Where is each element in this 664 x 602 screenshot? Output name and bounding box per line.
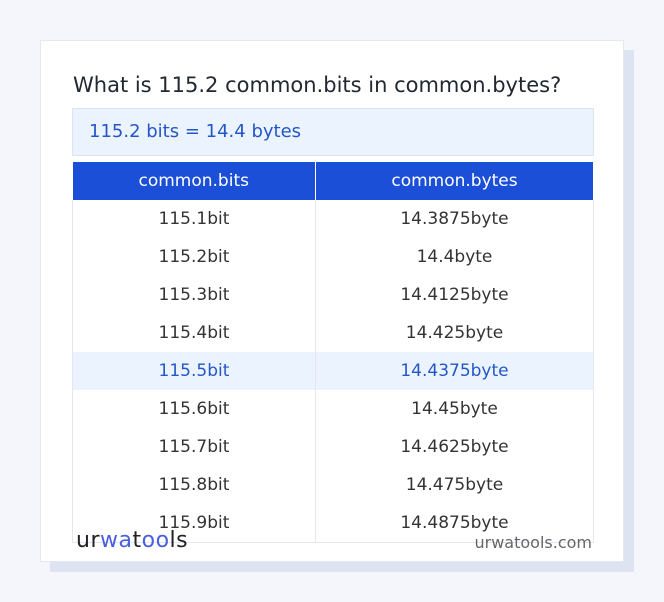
bytes-cell: 14.4375byte (314, 352, 595, 390)
table-row: 115.7bit 14.4625byte (72, 428, 595, 466)
conversion-table: common.bits common.bytes 115.1bit 14.3875b… (72, 162, 595, 543)
bits-cell: 115.4bit (72, 314, 316, 352)
bytes-cell: 14.45byte (314, 390, 595, 428)
bits-cell: 115.7bit (72, 428, 316, 466)
table-row: 115.6bit 14.45byte (72, 390, 595, 428)
converter-card: What is 115.2 common.bits in common.byte… (40, 40, 624, 562)
table-row: 115.1bit 14.3875byte (72, 200, 595, 238)
bits-cell: 115.9bit (72, 504, 316, 543)
header-bits: common.bits (72, 162, 316, 200)
bytes-cell: 14.4625byte (314, 428, 595, 466)
table-row: 115.9bit 14.4875byte (72, 504, 595, 543)
table-row: 115.8bit 14.475byte (72, 466, 595, 504)
bytes-cell: 14.475byte (314, 466, 595, 504)
site-link[interactable]: urwatools.com (474, 533, 593, 552)
bits-cell: 115.5bit (72, 352, 316, 390)
bits-cell: 115.8bit (72, 466, 316, 504)
bytes-cell: 14.4125byte (314, 276, 595, 314)
bits-cell: 115.2bit (72, 238, 316, 276)
bytes-cell: 14.4875byte (314, 504, 595, 543)
bits-cell: 115.1bit (72, 200, 316, 238)
table-row: 115.2bit 14.4byte (72, 238, 595, 276)
result-box: 115.2 bits = 14.4 bytes (72, 108, 594, 156)
table-row: 115.5bit 14.4375byte (72, 352, 595, 390)
bytes-cell: 14.3875byte (314, 200, 595, 238)
page-title: What is 115.2 common.bits in common.byte… (73, 73, 562, 97)
bits-cell: 115.3bit (72, 276, 316, 314)
bits-cell: 115.6bit (72, 390, 316, 428)
header-bytes: common.bytes (315, 162, 595, 200)
bytes-cell: 14.4byte (314, 238, 595, 276)
bytes-cell: 14.425byte (314, 314, 595, 352)
table-row: 115.4bit 14.425byte (72, 314, 595, 352)
table-row: 115.3bit 14.4125byte (72, 276, 595, 314)
urwatools-logo: urwatools (76, 528, 189, 553)
